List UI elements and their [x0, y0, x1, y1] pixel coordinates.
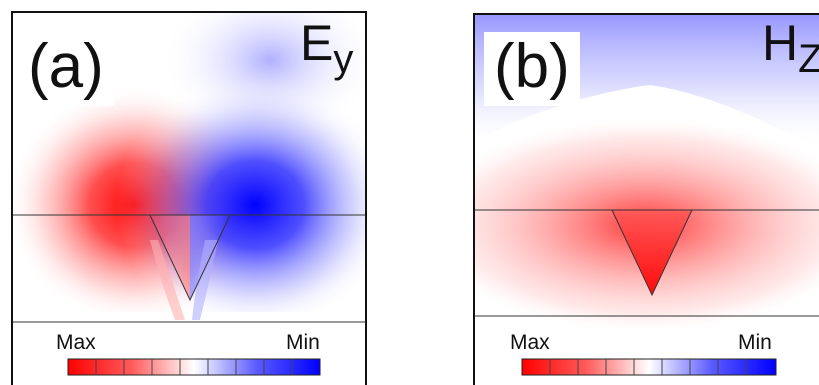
colorbar — [67, 358, 321, 376]
hz-field-map — [473, 13, 819, 385]
colorbar-min-label: Min — [286, 331, 320, 354]
panel-a-ey: (a) Ey Max Min — [0, 0, 372, 385]
ey-field-map — [11, 11, 367, 385]
colorbar-max-label: Max — [56, 331, 96, 354]
panel-b-hz: (b) HZ Max Min — [460, 0, 819, 385]
panel-frame — [11, 11, 367, 385]
panel-frame — [473, 13, 819, 385]
panel-label: (a) — [18, 32, 114, 106]
colorbar — [521, 358, 777, 376]
colorbar-min-label: Min — [738, 331, 772, 354]
colorbar-max-label: Max — [510, 331, 550, 354]
groove-outline — [149, 214, 231, 302]
groove-outline — [611, 209, 693, 297]
panel-label: (b) — [484, 32, 580, 106]
field-component-label: HZ — [762, 15, 819, 81]
field-component-label: Ey — [300, 15, 354, 81]
